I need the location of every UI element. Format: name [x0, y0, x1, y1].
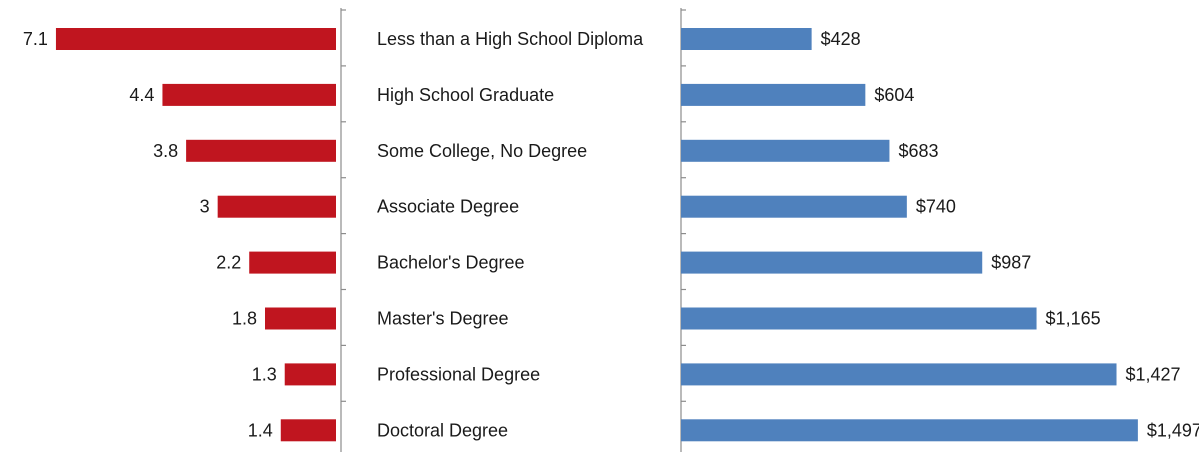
- right-bar: [681, 419, 1138, 442]
- left-bar-label: 1.3: [252, 364, 277, 384]
- left-bar: [55, 28, 336, 50]
- left-bar: [284, 363, 336, 386]
- category-label: Some College, No Degree: [377, 141, 587, 161]
- left-panel: 7.1 4.4 3.8 3 2.2 1.8 1.3 1.4: [23, 8, 346, 452]
- right-bar-label: $987: [991, 253, 1031, 273]
- left-bar-label: 1.8: [232, 309, 257, 329]
- category-label: Less than a High School Diploma: [377, 29, 644, 49]
- left-bar-label: 3.8: [153, 141, 178, 161]
- right-bar-label: $1,497: [1147, 420, 1199, 440]
- left-bar: [186, 139, 336, 162]
- right-bar: [681, 195, 907, 218]
- left-bar-label: 1.4: [248, 420, 273, 440]
- left-bar: [162, 83, 336, 106]
- category-label: Master's Degree: [377, 309, 508, 329]
- category-label: Doctoral Degree: [377, 420, 508, 440]
- right-panel: $428 $604 $683 $740 $987 $1,165 $1,427 $1,497: [680, 8, 1199, 452]
- right-bar: [681, 251, 983, 274]
- right-bar: [681, 139, 890, 162]
- left-bar-label: 7.1: [23, 29, 48, 49]
- category-label: High School Graduate: [377, 85, 554, 105]
- right-bar-label: $428: [821, 29, 861, 49]
- right-bar: [681, 363, 1117, 386]
- right-bar-label: $683: [898, 141, 938, 161]
- left-bar: [265, 307, 336, 330]
- left-bar: [280, 419, 336, 442]
- left-bar-label: 3: [200, 197, 210, 217]
- right-bar-label: $740: [916, 197, 956, 217]
- right-bar: [681, 28, 812, 50]
- right-bar-label: $1,427: [1126, 364, 1181, 384]
- category-label: Professional Degree: [377, 364, 540, 384]
- right-bar-label: $1,165: [1046, 309, 1101, 329]
- category-labels: Less than a High School Diploma High Scho…: [377, 29, 644, 440]
- category-label: Bachelor's Degree: [377, 253, 525, 273]
- left-bar-label: 4.4: [129, 85, 154, 105]
- left-bar: [217, 195, 336, 218]
- right-bar-label: $604: [874, 85, 914, 105]
- category-label: Associate Degree: [377, 197, 519, 217]
- left-bar: [249, 251, 336, 274]
- right-bar: [681, 83, 866, 106]
- right-bar: [681, 307, 1037, 330]
- left-bar-label: 2.2: [216, 253, 241, 273]
